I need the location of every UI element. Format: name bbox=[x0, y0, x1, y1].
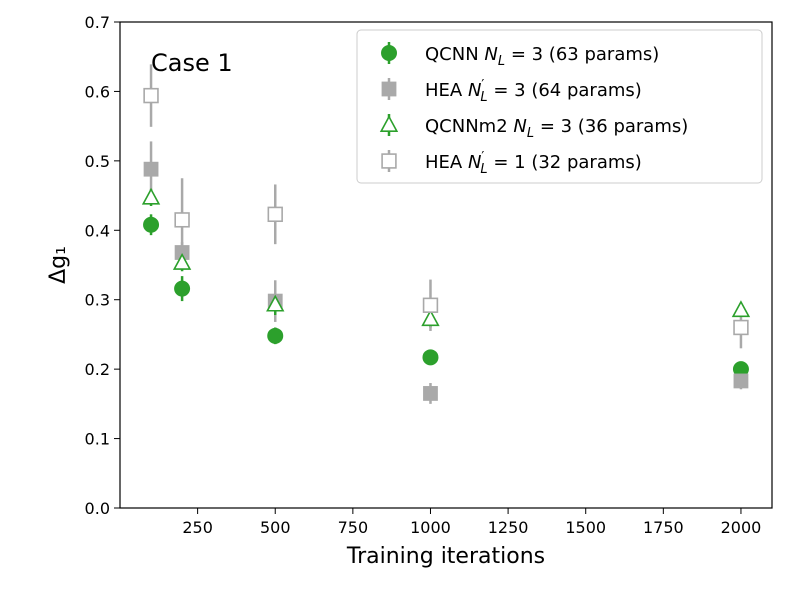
data-point-series-1 bbox=[267, 327, 284, 344]
data-point-series-4 bbox=[143, 87, 159, 104]
data-point-series-4 bbox=[267, 206, 283, 223]
data-point-series-3 bbox=[731, 300, 751, 318]
y-ticks: 0.0 0.1 0.2 0.3 0.4 0.5 0.6 0.7 bbox=[85, 13, 120, 518]
legend-label: QCNN NL = 3 (63 params) bbox=[425, 44, 659, 69]
legend-marker bbox=[381, 153, 397, 169]
y-tick-label: 0.0 bbox=[85, 499, 110, 518]
legend-marker bbox=[381, 45, 397, 61]
data-point-series-4 bbox=[733, 319, 749, 336]
y-tick-label: 0.5 bbox=[85, 152, 110, 171]
legend-label: HEA N′ L = 3 (64 params) bbox=[425, 78, 642, 105]
legend-item-2: HEA N′ L = 3 (64 params) bbox=[381, 78, 642, 105]
x-axis-label: Training iterations bbox=[346, 544, 545, 569]
legend-item-3: QCNNm2 NL = 3 (36 params) bbox=[379, 114, 688, 141]
y-tick-label: 0.1 bbox=[85, 430, 110, 449]
x-tick-label: 2000 bbox=[721, 518, 762, 537]
y-axis-label: Δg₁ bbox=[46, 246, 71, 284]
x-tick-label: 1250 bbox=[488, 518, 529, 537]
y-tick-label: 0.2 bbox=[85, 360, 110, 379]
legend-box bbox=[356, 29, 763, 184]
data-point-series-1 bbox=[422, 349, 439, 366]
data-point-series-1 bbox=[143, 216, 160, 233]
x-tick-label: 1750 bbox=[643, 518, 684, 537]
data-point-series-4 bbox=[422, 297, 439, 313]
x-tick-label: 500 bbox=[260, 518, 291, 537]
data-point-series-3 bbox=[141, 187, 161, 205]
data-point-series-2 bbox=[143, 161, 159, 177]
legend-marker bbox=[381, 81, 397, 97]
x-tick-label: 1500 bbox=[565, 518, 606, 537]
y-tick-label: 0.7 bbox=[85, 13, 110, 32]
data-point-series-4 bbox=[174, 212, 190, 228]
legend-label: QCNNm2 NL = 3 (36 params) bbox=[425, 116, 688, 141]
data-point-series-2 bbox=[423, 386, 438, 401]
y-tick-label: 0.6 bbox=[85, 82, 110, 101]
legend-item-1: QCNN NL = 3 (63 params) bbox=[381, 42, 659, 69]
data-points bbox=[141, 87, 751, 401]
data-point-series-1 bbox=[174, 280, 191, 297]
x-tick-label: 250 bbox=[182, 518, 213, 537]
data-point-series-3 bbox=[172, 252, 192, 270]
y-tick-label: 0.3 bbox=[85, 291, 110, 310]
case-annotation: Case 1 bbox=[151, 49, 233, 77]
data-point-series-3 bbox=[266, 294, 285, 312]
legend-item-4: HEA N′ L = 1 (32 params) bbox=[381, 150, 642, 177]
data-point-series-2 bbox=[733, 373, 749, 389]
legend-marker bbox=[379, 115, 399, 132]
data-point-series-3 bbox=[421, 309, 440, 327]
x-ticks: 250 500 750 1000 1250 1500 1750 2000 bbox=[182, 508, 761, 537]
legend: QCNN NL = 3 (63 params) HEA N′ L = 3 (64 p… bbox=[356, 29, 763, 184]
legend-label: HEA N′ L = 1 (32 params) bbox=[425, 150, 642, 177]
y-tick-label: 0.4 bbox=[85, 221, 110, 240]
x-tick-label: 750 bbox=[338, 518, 369, 537]
x-tick-label: 1000 bbox=[410, 518, 451, 537]
